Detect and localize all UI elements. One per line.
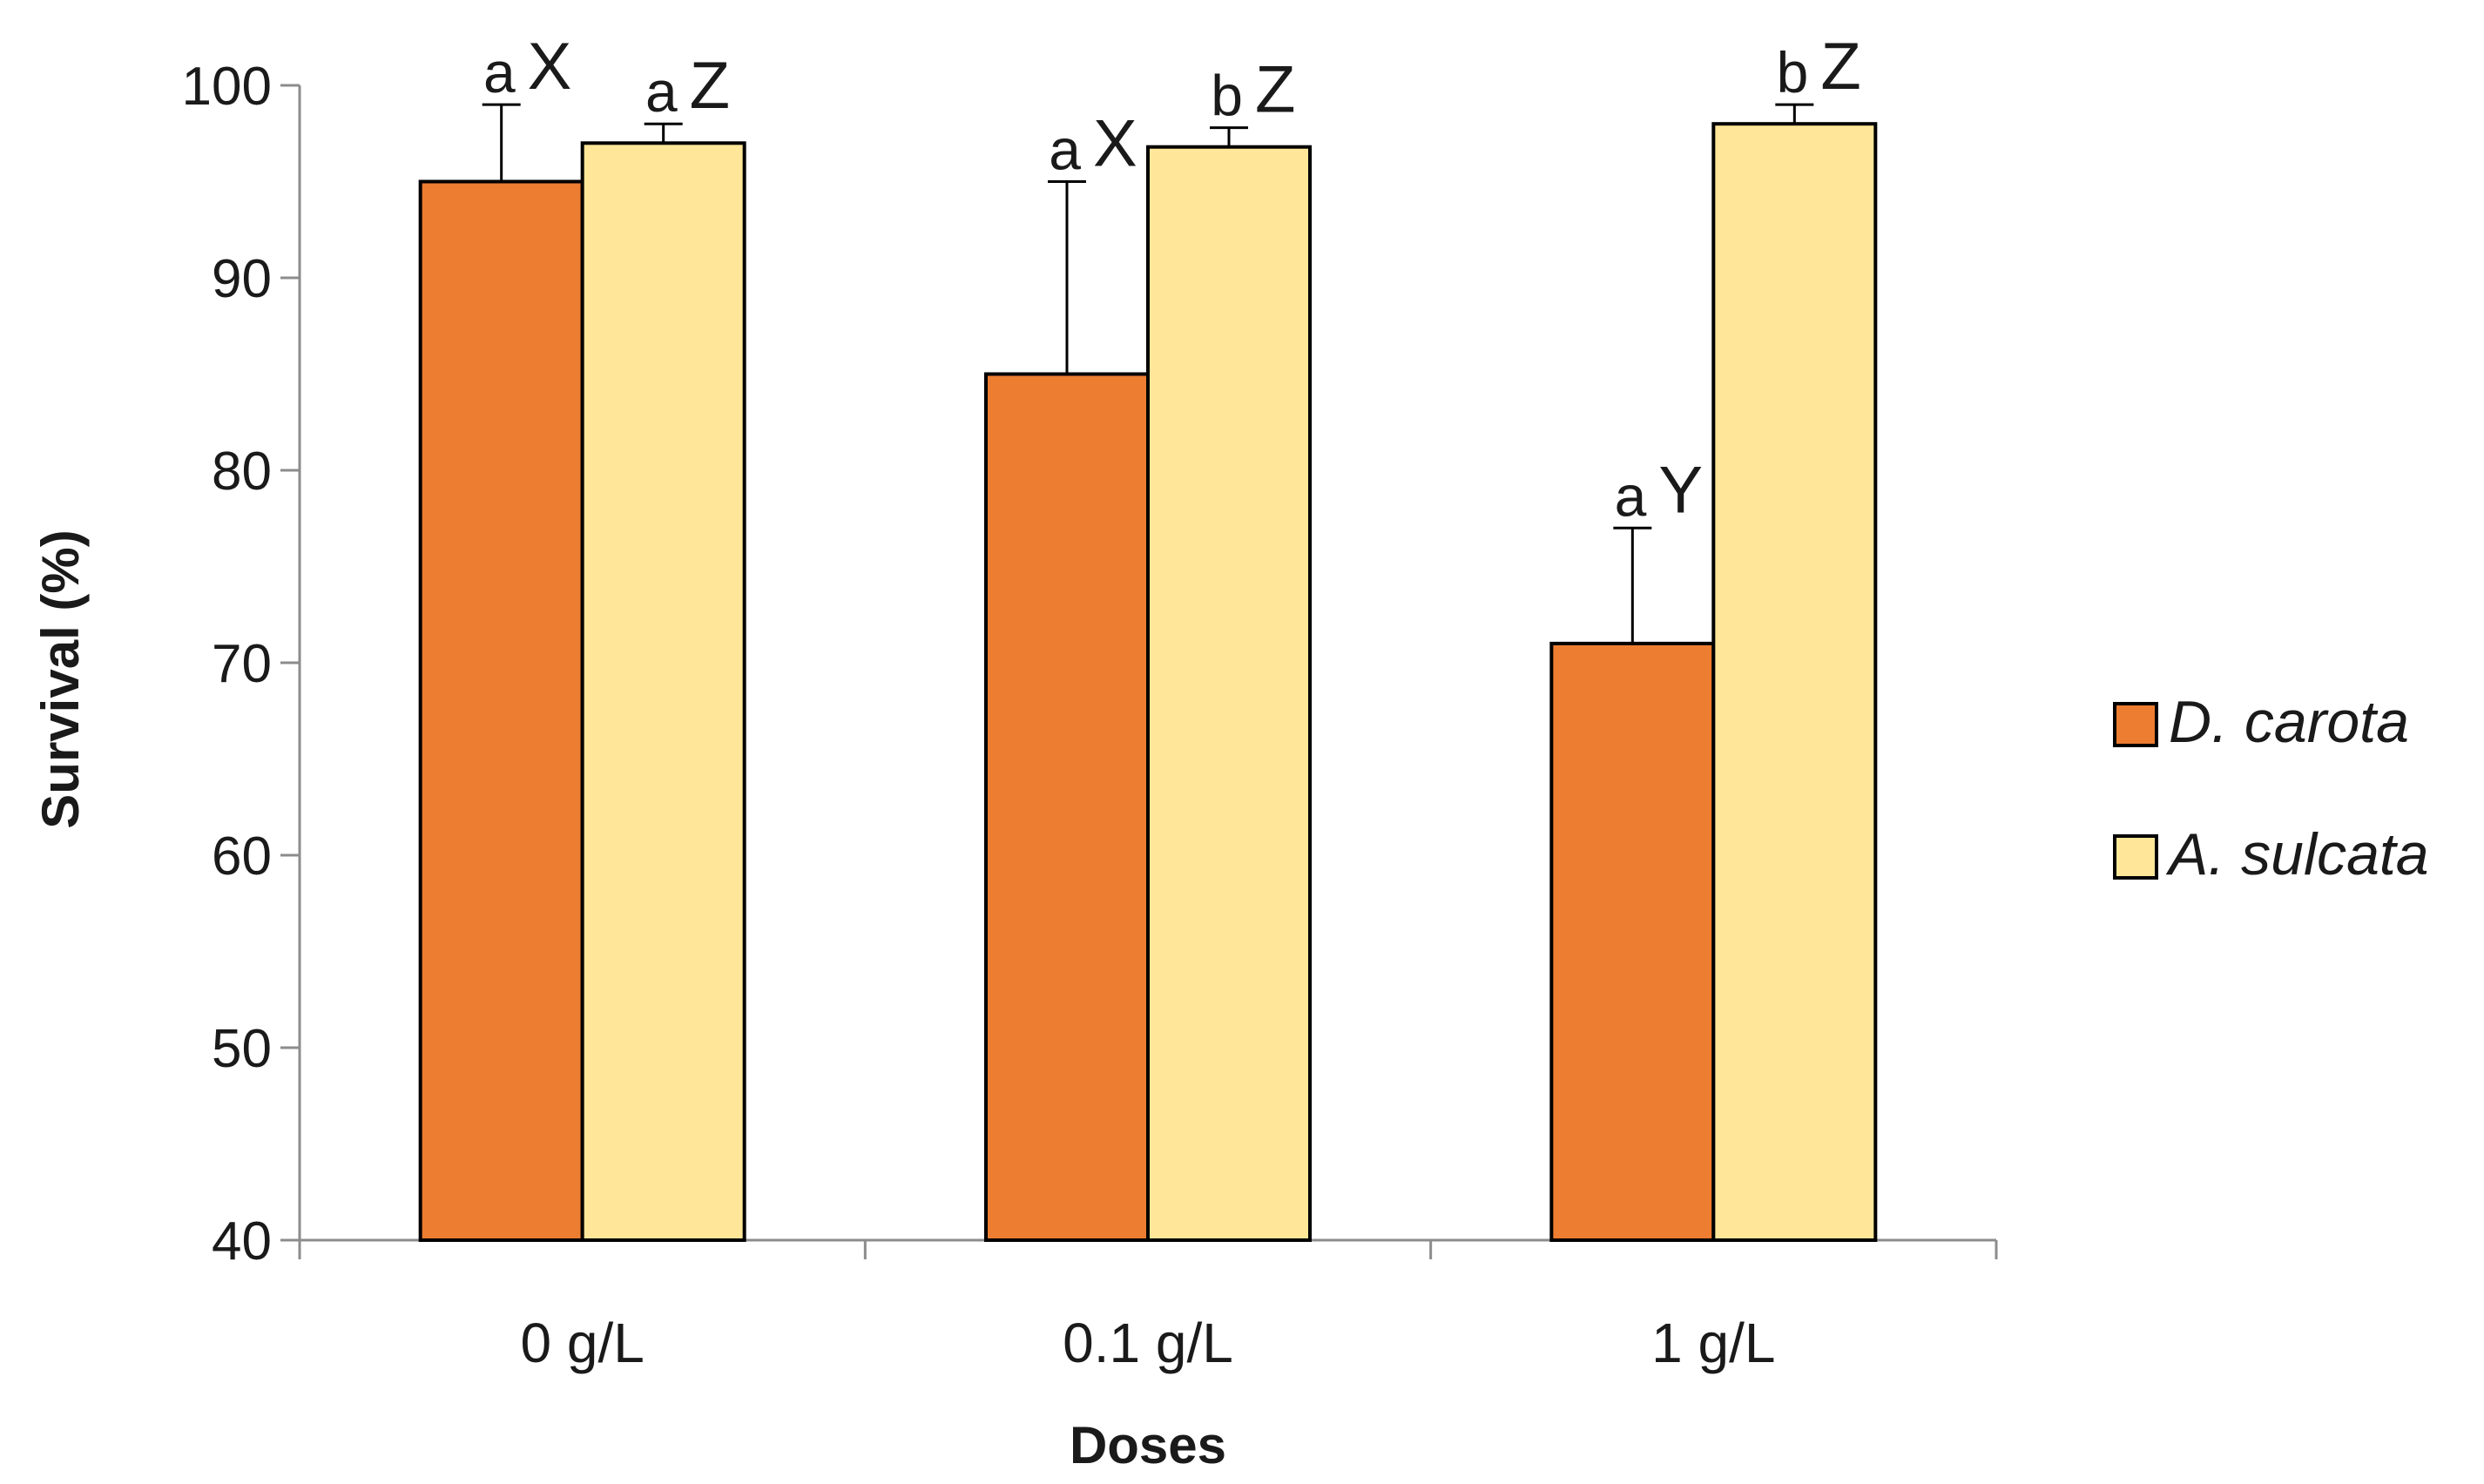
y-tick-label: 100 [182,57,272,117]
legend: D. carota A. sulcata [2113,689,2429,887]
group-letter: Y [1658,453,1703,527]
group-letter: Z [1255,53,1295,127]
y-axis-title: Survival (%) [31,530,90,828]
legend-label-1: A. sulcata [2165,821,2429,887]
y-tick-label: 60 [212,826,272,887]
bars [418,103,1878,1243]
group-letter: X [528,30,572,104]
y-tick-label: 90 [212,249,272,309]
group-letter: Z [690,49,730,123]
legend-label-0: D. carota [2169,689,2409,755]
group-letter: Z [1820,30,1860,104]
group-letter: X [1093,107,1137,181]
y-tick-label: 50 [212,1019,272,1079]
x-category-label: 0.1 g/L [1063,1312,1233,1374]
legend-swatch-0 [2113,702,2158,747]
significance-letter: a [1615,463,1647,528]
legend-swatch-1 [2113,834,2158,880]
x-axis-title: Doses [1070,1416,1226,1474]
bar-0-0 [418,179,584,1242]
bar-0-2 [1549,641,1716,1242]
bar-1-0 [580,141,746,1242]
y-tick-label: 40 [212,1211,272,1272]
significance-letter: a [1049,118,1081,182]
bar-1-2 [1711,122,1878,1243]
y-tick-label: 80 [212,442,272,502]
axes: 40 50 60 70 80 90 100 0 g/L 0.1 g/L 1 g/L Doses Sur… [31,57,1998,1474]
x-category-label: 1 g/L [1651,1312,1775,1374]
x-category-label: 0 g/L [520,1312,644,1374]
bar-0-1 [984,372,1150,1242]
significance-letter: b [1777,40,1809,105]
significance-letter: a [645,59,678,124]
bar-1-1 [1146,145,1312,1243]
significance-letter: a [483,40,516,105]
y-tick-label: 70 [212,634,272,694]
significance-letter: b [1211,64,1243,128]
